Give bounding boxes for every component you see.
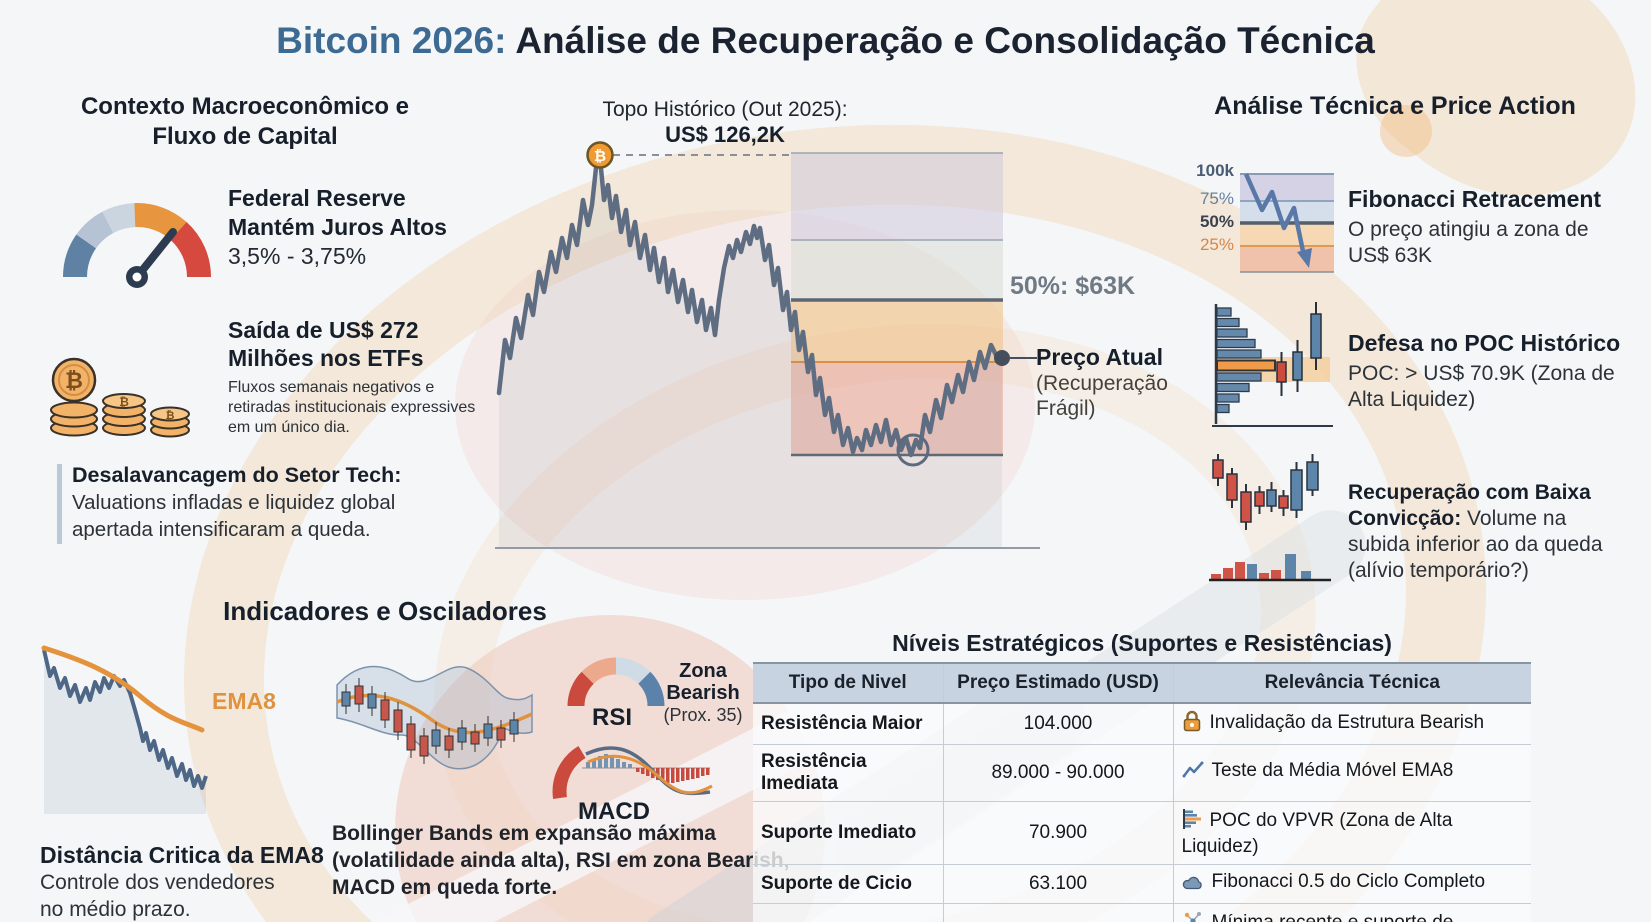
row-tipo: Suporte Imediato <box>753 801 943 865</box>
col-header-tipo: Tipo de Nivel <box>753 662 943 704</box>
row-preco: 63.100 <box>942 864 1173 904</box>
rsi-gauge-icon <box>567 657 665 707</box>
ath-label: Topo Histórico (Out 2025): US$ 126,2K <box>602 98 848 147</box>
lock-icon <box>1182 710 1202 738</box>
row-tipo: Resistência Imediata <box>753 744 943 802</box>
line-chart-icon <box>1182 760 1204 786</box>
tech-deleverage-text: Desalavancagem do Setor Tech: Valuations… <box>72 463 402 541</box>
row-tipo: Fundo do Dump <box>753 903 943 922</box>
volume-profile-poc-icon <box>1212 302 1333 427</box>
svg-text:₿: ₿ <box>166 410 175 422</box>
ema8-label: EMA8 <box>212 688 276 714</box>
levels-table-title: Níveis Estratégicos (Suportes e Resistên… <box>892 630 1392 656</box>
technical-heading: Análise Técnica e Price Action <box>1214 92 1576 120</box>
poc-text: Defesa no POC Histórico POC: > US$ 70.9K… <box>1348 330 1621 411</box>
etf-body: Fluxos semanais negativos e retiradas in… <box>228 379 476 436</box>
volume-profile-icon <box>1182 808 1202 836</box>
svg-text:₿: ₿ <box>119 395 129 409</box>
bollinger-chart <box>336 665 533 770</box>
bollinger-caption: Bollinger Bands em expansão máxima (vola… <box>332 822 790 899</box>
fib-level-75: 75% <box>1199 189 1234 208</box>
fib-level-25: 25% <box>1199 235 1234 254</box>
ema8-chart <box>41 645 208 814</box>
table-row: Suporte Imediato 70.900 <box>753 801 1531 865</box>
fibonacci-text: Fibonacci Retracement O preço atingiu a … <box>1348 186 1602 267</box>
interest-rate-gauge-icon <box>62 203 212 288</box>
levels-table: Tipo de Nivel Preço Estimado (USD) Relev… <box>753 662 1531 922</box>
row-relevancia: Mínima recente e suporte de exaustão <box>1172 903 1531 922</box>
row-relevancia: Teste da Média Móvel EMA8 <box>1172 744 1531 802</box>
rsi-label: RSI <box>592 704 633 731</box>
ema8-caption: Distância Critica da EMA8 Controle dos v… <box>40 842 324 921</box>
tech-deleverage-bar <box>57 464 62 544</box>
page-title-highlight: Bitcoin 2026: <box>276 20 507 61</box>
row-relevancia: Invalidação da Estrutura Bearish <box>1172 703 1531 745</box>
etf-text: Saída de US$ 272 Milhões nos ETFs Fluxos… <box>228 316 486 438</box>
row-relevancia: POC do VPVR (Zona de Alta Liquidez) <box>1172 801 1531 865</box>
macd-chart-icon <box>552 745 713 799</box>
svg-text:₿: ₿ <box>594 148 606 165</box>
macro-heading: Contexto Macroeconômico e Fluxo de Capit… <box>80 93 410 150</box>
main-price-chart <box>495 152 1040 549</box>
network-icon <box>1182 910 1204 922</box>
recovery-candles-icon <box>1209 454 1331 582</box>
bitcoin-coins-icon: ₿ ₿ ₿ <box>50 357 190 438</box>
row-preco: 89.000 - 90.000 <box>942 744 1173 802</box>
fibonacci-mini-chart-icon <box>1240 173 1334 273</box>
levels-table-header-row: Tipo de Nivel Preço Estimado (USD) Relev… <box>753 662 1531 704</box>
table-row: Fundo do Dump 56.500 <box>753 903 1531 922</box>
fib-50-label: 50%: $63K <box>1010 272 1136 300</box>
row-tipo: Resistência Maior <box>753 703 943 745</box>
svg-text:₿: ₿ <box>65 368 83 393</box>
row-preco: 70.900 <box>942 801 1173 865</box>
current-price-label: Preço Atual (Recuperação Frágil) <box>1036 344 1168 420</box>
col-header-preco: Preço Estimado (USD) <box>942 662 1173 704</box>
bitcoin-marker-icon: ₿ <box>586 141 614 169</box>
row-preco: 104.000 <box>942 703 1173 745</box>
cloud-icon <box>1182 873 1204 897</box>
fib-level-100: 100k <box>1196 161 1234 180</box>
indicators-heading: Indicadores e Osciladores <box>223 596 547 626</box>
fed-text: Federal Reserve Mantém Juros Altos 3,5% … <box>228 185 447 269</box>
fib-level-50: 50% <box>1199 212 1234 231</box>
row-preco: 56.500 <box>942 903 1173 922</box>
table-row: Resistência Imediata 89.000 - 90.000 Tes… <box>753 744 1531 802</box>
table-row: Suporte de Cicio 63.100 Fibonacci 0.5 do… <box>753 864 1531 904</box>
recovery-text: Recuperação com Baixa Convicção: Volume … <box>1348 481 1603 582</box>
row-relevancia: Fibonacci 0.5 do Ciclo Completo <box>1172 864 1531 904</box>
row-tipo: Suporte de Cicio <box>753 864 943 904</box>
page-title: Bitcoin 2026: Análise de Recuperação e C… <box>0 20 1651 62</box>
macd-label: MACD <box>578 798 650 825</box>
rsi-zone-label: Zona Bearish (Prox. 35) <box>663 660 743 725</box>
col-header-relevancia: Relevância Técnica <box>1172 662 1531 704</box>
table-row: Resistência Maior 104.000 Invalidação da… <box>753 703 1531 745</box>
page-title-rest: Análise de Recuperação e Consolidação Té… <box>506 20 1375 61</box>
